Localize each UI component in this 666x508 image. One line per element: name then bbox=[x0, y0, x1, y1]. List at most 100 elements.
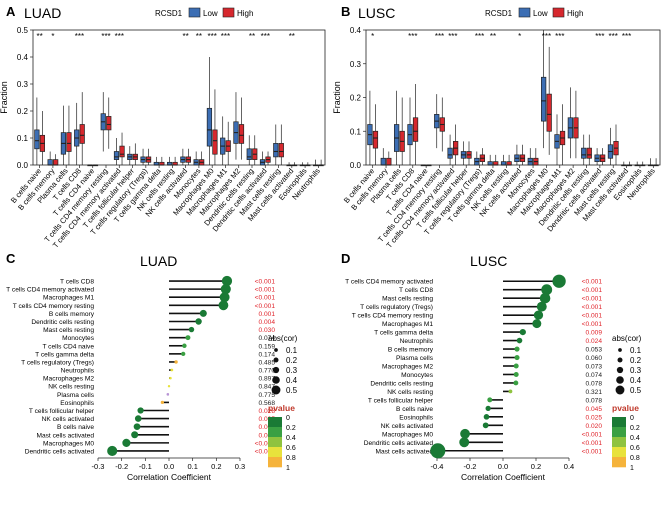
dot-mast-cells-resting bbox=[539, 292, 551, 304]
row-label-monocytes: Monocytes bbox=[62, 335, 95, 342]
pvalue-b-cells-naive: 0.045 bbox=[585, 406, 602, 413]
dot-neutrophils bbox=[170, 368, 174, 372]
pvalue-macrophages-m2: 0.073 bbox=[585, 364, 602, 371]
pvalue-t-cells-gamma-delta: 0.009 bbox=[585, 330, 602, 337]
size-legend-dot-0 bbox=[274, 348, 278, 352]
color-legend-label-0: 0 bbox=[286, 415, 290, 422]
box-low-t-cells-cd4-memory-activated bbox=[447, 147, 453, 159]
box-low-mast-cells-resting bbox=[273, 143, 279, 158]
panel-letter-b: B bbox=[341, 4, 350, 19]
dot-mast-cells-activated bbox=[430, 443, 446, 459]
y-tick-label: 0.3 bbox=[350, 60, 362, 69]
y-tick-label: 0.2 bbox=[17, 107, 29, 116]
legend-label-high: High bbox=[567, 9, 583, 18]
row-label-dendritic-cells-activated: Dendritic cells activated bbox=[364, 440, 434, 447]
dot-dendritic-cells-resting bbox=[195, 318, 202, 325]
color-legend-label-2: 0.4 bbox=[286, 435, 296, 442]
size-legend-label-0: 0.1 bbox=[630, 346, 642, 355]
pvalue-neutrophils: 0.770 bbox=[258, 368, 275, 375]
box-high-dendritic-cells-resting bbox=[586, 147, 592, 159]
pvalue-t-cells-regulatory-tregs: <0.001 bbox=[582, 304, 603, 311]
color-legend-label-5: 1 bbox=[286, 465, 290, 472]
size-legend-label-4: 0.5 bbox=[630, 386, 642, 395]
row-label-macrophages-m0: Macrophages M0 bbox=[382, 431, 433, 438]
pvalue-nk-cells-resting: 0.321 bbox=[585, 389, 602, 396]
significance-macrophages-m0: *** bbox=[542, 32, 551, 41]
dot-mast-cells-activated bbox=[131, 431, 139, 439]
color-legend-band-0 bbox=[612, 417, 626, 428]
pvalue-t-cells-cd4-memory-activated: <0.001 bbox=[255, 287, 276, 294]
dot-nk-cells-activated bbox=[482, 422, 489, 429]
dot-b-cells-memory bbox=[514, 346, 520, 352]
pvalue-b-cells-memory: 0.053 bbox=[585, 347, 602, 354]
color-legend-band-3 bbox=[268, 447, 282, 458]
dot-macrophages-m1 bbox=[219, 292, 230, 303]
box-high-t-cells-cd8 bbox=[412, 117, 419, 142]
color-legend-label-3: 0.6 bbox=[630, 445, 640, 452]
pvalue-macrophages-m1: <0.001 bbox=[255, 295, 276, 302]
box-high-b-cells-memory bbox=[386, 157, 392, 166]
box-high-mast-cells-resting bbox=[278, 143, 284, 158]
row-label-mast-cells-activated: Mast cells activated bbox=[375, 448, 433, 455]
legend-swatch-high bbox=[552, 7, 565, 18]
color-legend-label-4: 0.8 bbox=[630, 455, 640, 462]
pvalue-t-cells-cd8: <0.001 bbox=[255, 279, 276, 286]
pvalue-t-cells-cd4-memory-resting: <0.001 bbox=[582, 313, 603, 320]
dot-eosinophils bbox=[160, 400, 165, 405]
significance-t-cells-cd4-memory-activated: *** bbox=[115, 32, 124, 41]
panel-letter-d: D bbox=[341, 251, 350, 266]
size-legend-dot-1 bbox=[273, 357, 279, 363]
row-label-macrophages-m1: Macrophages M1 bbox=[43, 295, 94, 302]
pvalue-neutrophils: 0.024 bbox=[585, 338, 602, 345]
dot-t-cells-regulatory-tregs bbox=[174, 360, 178, 364]
x-tick-label: 0.0 bbox=[498, 462, 508, 471]
dot-t-cells-cd4-memory-resting bbox=[218, 300, 229, 311]
significance-dendritic-cells-resting: ** bbox=[249, 32, 255, 41]
dot-macrophages-m2 bbox=[169, 376, 172, 380]
row-label-t-cells-gamma-delta: T cells gamma delta bbox=[374, 330, 433, 337]
row-label-macrophages-m2: Macrophages M2 bbox=[382, 364, 433, 371]
row-label-t-cells-follicular-helper: T cells follicular helper bbox=[29, 408, 95, 415]
panel-letter-c: C bbox=[6, 251, 16, 266]
dot-t-cells-regulatory-tregs bbox=[536, 301, 547, 312]
x-tick-label: -0.2 bbox=[464, 462, 477, 471]
row-label-neutrophils: Neutrophils bbox=[61, 368, 95, 375]
pvalue-t-cells-follicular-helper: 0.078 bbox=[585, 397, 602, 404]
row-label-b-cells-naive: B cells naive bbox=[57, 424, 94, 431]
legend-label-low: Low bbox=[533, 9, 548, 18]
color-legend-band-1 bbox=[612, 427, 626, 438]
significance-monocytes: ** bbox=[196, 32, 202, 41]
dot-dendritic-cells-resting bbox=[513, 380, 519, 386]
row-label-t-cells-follicular-helper: T cells follicular helper bbox=[368, 397, 434, 404]
x-tick-label: -0.2 bbox=[115, 462, 128, 471]
y-tick-label: 0.2 bbox=[350, 94, 362, 103]
row-label-plasma-cells: Plasma cells bbox=[57, 392, 95, 399]
x-tick-label: 0.2 bbox=[211, 462, 221, 471]
dot-t-cells-gamma-delta bbox=[519, 328, 526, 336]
size-legend-label-2: 0.3 bbox=[630, 366, 642, 375]
significance-mast-cells-activated: ** bbox=[289, 32, 295, 41]
row-label-t-cells-cd4-memory-resting: T cells CD4 memory resting bbox=[352, 313, 434, 320]
pvalue-dendritic-cells-activated: <0.001 bbox=[582, 440, 603, 447]
dot-plasma-cells bbox=[166, 393, 170, 396]
panel-title-c: LUAD bbox=[140, 253, 177, 269]
box-low-dendritic-cells-resting bbox=[581, 147, 587, 159]
significance-dendritic-cells-activated: *** bbox=[261, 32, 270, 41]
boxplot-luad: RCSD1 Low High0.00.10.20.30.40.5Fraction**… bbox=[0, 7, 326, 250]
size-legend-label-4: 0.5 bbox=[286, 386, 298, 395]
color-legend-band-3 bbox=[612, 447, 626, 458]
pvalue-macrophages-m2: 0.897 bbox=[258, 376, 275, 383]
row-label-b-cells-memory: B cells memory bbox=[388, 347, 434, 354]
y-axis-title: Fraction bbox=[0, 81, 9, 114]
size-legend-dot-3 bbox=[616, 376, 624, 384]
size-legend-dot-1 bbox=[617, 357, 623, 363]
row-label-plasma-cells: Plasma cells bbox=[396, 355, 434, 362]
row-label-macrophages-m2: Macrophages M2 bbox=[43, 376, 94, 383]
significance-t-cells-cd4-memory-resting: *** bbox=[101, 32, 110, 41]
pvalue-plasma-cells: 0.060 bbox=[585, 355, 602, 362]
pvalue-t-cells-gamma-delta: 0.174 bbox=[258, 351, 275, 358]
legend-title: RCSD1 bbox=[155, 9, 183, 18]
